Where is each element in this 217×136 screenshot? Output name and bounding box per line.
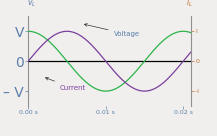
Text: Voltage: Voltage [84,24,140,37]
Text: $v_L$: $v_L$ [26,0,36,9]
Text: Current: Current [46,77,85,91]
Text: $i_L$: $i_L$ [186,0,193,9]
